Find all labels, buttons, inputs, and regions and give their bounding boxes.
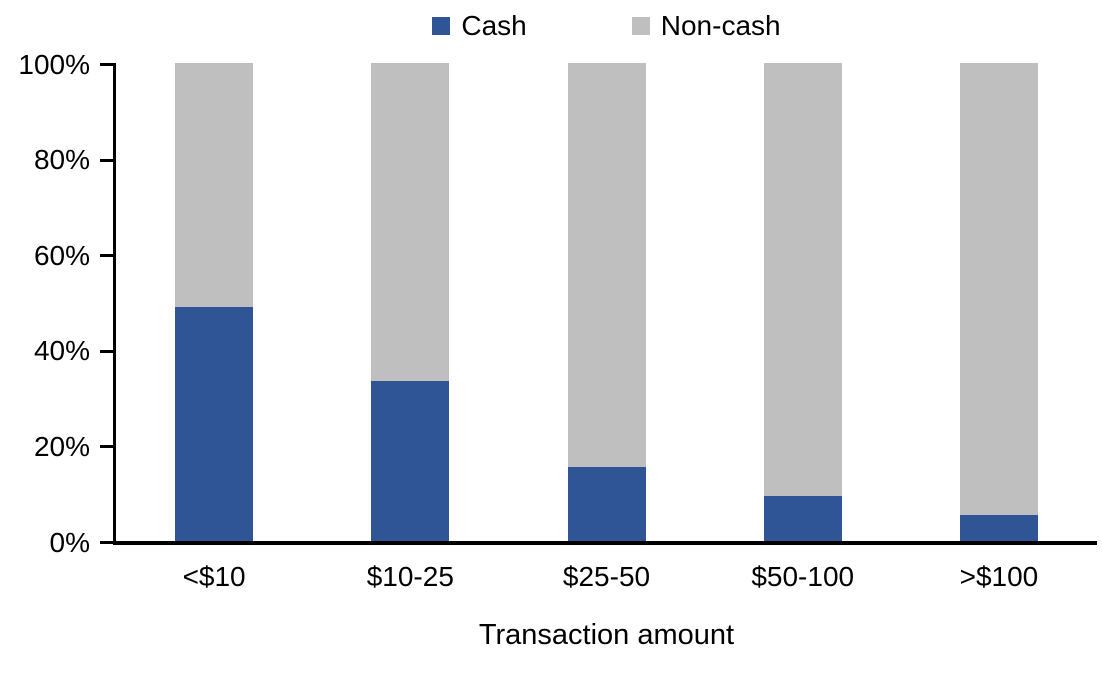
x-axis-category-label: <$10 — [182, 561, 246, 592]
bar-stack-2 — [567, 63, 646, 541]
x-axis-category-label: >$100 — [959, 561, 1039, 592]
y-axis-tick-label: 80% — [33, 144, 90, 176]
bar-slot-1 — [312, 63, 508, 541]
bars-container — [116, 63, 1097, 541]
x-axis-title: Transaction amount — [478, 619, 735, 651]
bar-slot-2 — [508, 63, 704, 541]
legend-marker-icon — [631, 17, 650, 35]
x-axis-category-label: $25-50 — [562, 561, 651, 592]
bar-stack-3 — [763, 63, 842, 541]
legend-label: Cash — [461, 10, 527, 41]
bar-segment-cash-0 — [175, 306, 254, 541]
bar-segment-non-cash-1 — [371, 63, 450, 381]
bar-segment-cash-3 — [763, 495, 842, 541]
y-axis-tick-label: 100% — [18, 48, 90, 80]
y-axis-tick — [100, 445, 114, 449]
y-axis-tick-label: 20% — [33, 430, 90, 462]
bar-slot-0 — [116, 63, 312, 541]
bar-segment-cash-4 — [959, 514, 1038, 541]
y-axis-tick — [100, 349, 114, 353]
bar-segment-non-cash-0 — [175, 63, 254, 307]
y-axis-tick — [100, 63, 114, 66]
y-axis-tick-label: 0% — [49, 526, 90, 558]
bar-segment-non-cash-4 — [959, 63, 1038, 515]
y-axis-tick — [100, 254, 114, 258]
bar-slot-4 — [901, 63, 1097, 541]
legend-item-cash: Cash — [432, 10, 527, 41]
x-axis-labels: <$10 $10-25 $25-50 $50-100 >$100 — [116, 560, 1097, 594]
y-axis-tick-label: 40% — [33, 335, 90, 367]
y-axis-tick — [100, 541, 114, 544]
x-axis-category-label: $50-100 — [751, 561, 855, 592]
bar-segment-cash-2 — [567, 466, 646, 541]
bar-stack-1 — [371, 63, 450, 541]
legend-marker-icon — [432, 17, 451, 35]
bar-segment-non-cash-2 — [567, 63, 646, 467]
x-axis-category-label: $10-25 — [366, 561, 454, 592]
y-axis-tick — [100, 158, 114, 162]
legend-item-non-cash: Non-cash — [631, 10, 781, 41]
bar-segment-cash-1 — [371, 380, 450, 541]
bar-stack-0 — [175, 63, 254, 541]
bar-slot-3 — [705, 63, 901, 541]
bar-segment-non-cash-3 — [763, 63, 842, 496]
plot-area — [113, 63, 1097, 545]
y-axis-tick-label: 60% — [33, 239, 90, 271]
bar-stack-4 — [959, 63, 1038, 541]
chart-legend: Cash Non-cash — [116, 12, 1097, 40]
legend-label: Non-cash — [660, 10, 781, 41]
